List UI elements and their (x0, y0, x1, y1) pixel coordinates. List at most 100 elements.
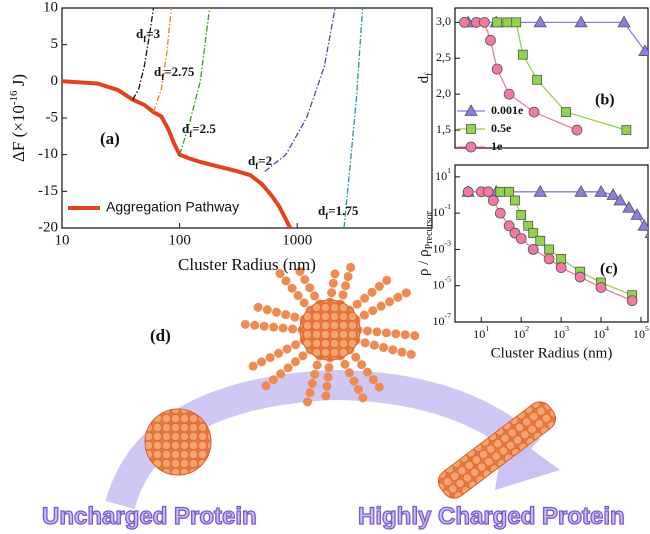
curve-label-part: =2.75 (164, 64, 195, 79)
x-tick-label-base: 10 (553, 327, 565, 341)
curve-label-part: d (248, 153, 256, 168)
marker (595, 282, 607, 293)
legend-label: 1e (491, 139, 503, 153)
curve-label-part: d (318, 203, 326, 218)
legend-label: 0.5e (491, 121, 512, 135)
y-tick-label: -20 (38, 219, 58, 235)
x-tick-label-exp: 1 (485, 324, 489, 333)
marker (465, 141, 477, 153)
series-line (264, 8, 336, 173)
x-tick-label: 104 (593, 324, 609, 341)
compact-cluster (144, 408, 212, 476)
legend-label: Aggregation Pathway (106, 199, 239, 215)
right-caption: Highly Charged Protein (358, 503, 625, 530)
curve-label-part: =2 (258, 153, 272, 168)
panel-label: (b) (595, 92, 615, 109)
y-tick-label-base: 10 (433, 241, 445, 255)
x-tick-label-base: 10 (593, 327, 605, 341)
curve-label-part: =2.5 (192, 121, 216, 136)
marker (494, 207, 506, 219)
y-tick-label-exp: -3 (445, 238, 452, 247)
x-axis-label: Cluster Radius (nm) (491, 345, 613, 361)
plot-frame (454, 7, 649, 149)
legend-label: 0.001e (491, 103, 524, 117)
marker (622, 200, 636, 213)
curve-label-part: d (136, 26, 144, 41)
marker (515, 233, 527, 244)
y-tick-label: 10-1 (433, 202, 452, 219)
curve-label: df=2 (248, 153, 272, 171)
x-tick-label-exp: 4 (605, 324, 609, 333)
curve-label-part: d (154, 64, 162, 79)
marker (503, 88, 515, 100)
marker (630, 208, 644, 220)
y-tick-label: 2,5 (436, 50, 451, 64)
y-tick-label: 10-3 (433, 238, 452, 255)
marker (462, 186, 474, 198)
y-tick-label-base: 10 (433, 314, 445, 328)
y-tick-label-exp: -1 (445, 202, 452, 211)
panel-label: (c) (600, 261, 618, 278)
y-tick-label: -5 (46, 109, 59, 125)
marker (491, 63, 503, 75)
curve-label-part: f (161, 72, 165, 82)
marker (555, 262, 567, 273)
marker (459, 16, 470, 28)
y-tick-label-exp: 1 (447, 166, 451, 175)
y-tick-label: 0 (51, 73, 59, 89)
marker (485, 34, 496, 46)
y-tick-label-base: 10 (433, 277, 445, 291)
y-tick-label: 101 (435, 166, 451, 183)
curve-label-part: f (255, 161, 259, 171)
x-axis-label: Cluster Radius (nm) (178, 255, 316, 274)
y-tick-label-base: 10 (433, 205, 445, 219)
marker (464, 104, 478, 116)
y-tick-label: 10 (43, 0, 58, 15)
y-tick-label-exp: -7 (445, 311, 452, 320)
marker (502, 17, 513, 28)
marker (527, 244, 539, 255)
marker (495, 186, 506, 197)
y-tick-label-base: 10 (435, 169, 447, 183)
y-axis-label-part: J) (9, 74, 28, 91)
marker (511, 17, 522, 28)
x-tick-label-exp: 2 (525, 324, 529, 333)
micelle (237, 256, 423, 414)
rod-cluster (437, 401, 557, 499)
marker (487, 195, 499, 206)
curve-label: df=2.5 (182, 121, 216, 139)
marker (574, 271, 586, 283)
series-line (152, 8, 172, 113)
y-tick-label: -15 (38, 183, 58, 199)
marker (528, 228, 539, 238)
marker (638, 44, 648, 56)
y-tick-label: 2,0 (436, 86, 451, 100)
y-axis-label: ρ / ρPrecursor (416, 210, 435, 276)
x-tick-label-base: 10 (473, 327, 485, 341)
marker (504, 186, 515, 197)
curve-label: df=3 (136, 26, 161, 44)
marker (637, 219, 648, 231)
marker (516, 209, 527, 220)
marker (544, 244, 554, 255)
y-axis-label-part: ΔF (×10 (9, 105, 28, 162)
marker (617, 15, 631, 28)
marker (482, 186, 494, 198)
y-tick-label: 3,0 (436, 14, 451, 28)
x-tick-label-base: 10 (513, 327, 525, 341)
x-tick-label-base: 10 (633, 327, 645, 341)
marker (535, 235, 546, 246)
x-tick-label: 102 (513, 324, 529, 341)
series-line (178, 8, 211, 155)
marker (561, 107, 571, 118)
marker (594, 184, 608, 197)
curve-label-part: f (143, 34, 147, 44)
x-tick-label: 101 (473, 324, 489, 341)
x-tick-label: 10 (55, 232, 70, 248)
y-axis-label-part: ρ / ρ (416, 249, 432, 276)
x-tick-label: 100 (168, 232, 191, 248)
marker (503, 220, 515, 232)
curve-label-part: f (325, 211, 329, 221)
